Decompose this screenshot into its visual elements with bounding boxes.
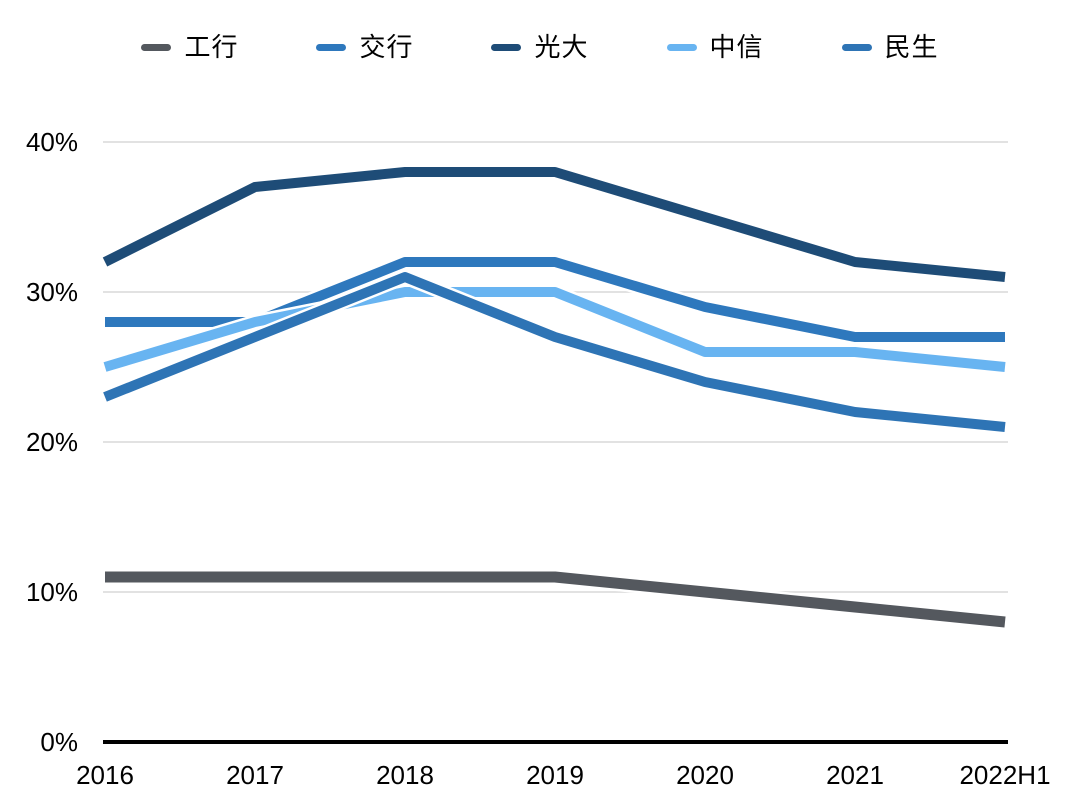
series-line-民生 <box>103 272 1006 432</box>
legend-swatch-icon <box>666 43 697 51</box>
legend-swatch-icon <box>491 43 522 51</box>
series-line-工行 <box>105 571 1006 628</box>
legend-swatch-icon <box>316 43 347 51</box>
series-line-中信 <box>103 287 1006 372</box>
y-tick-label-20: 20% <box>26 427 78 457</box>
legend-label: 民生 <box>884 32 939 62</box>
x-tick-label-2018: 2018 <box>376 760 434 790</box>
series-line-casing-工行 <box>105 569 1006 630</box>
x-tick-label-2019: 2019 <box>526 760 584 790</box>
legend-label: 交行 <box>359 32 414 62</box>
legend-item-民生: 民生 <box>841 32 939 62</box>
legend-item-光大: 光大 <box>491 34 588 60</box>
legend-item-交行: 交行 <box>316 34 413 60</box>
x-tick-label-2016: 2016 <box>76 760 134 790</box>
x-tick-label-2017: 2017 <box>226 760 284 790</box>
y-tick-label-10: 10% <box>26 577 78 607</box>
legend-label: 工行 <box>184 32 239 62</box>
legend-swatch-icon <box>841 43 872 51</box>
legend-label: 光大 <box>534 32 589 62</box>
y-tick-label-0: 0% <box>40 727 78 757</box>
legend-item-工行: 工行 <box>141 34 238 60</box>
x-tick-label-2021: 2021 <box>826 760 884 790</box>
x-tick-label-2020: 2020 <box>676 760 734 790</box>
chart-legend: 工行 交行 光大 中信 民生 <box>0 34 1080 60</box>
legend-label: 中信 <box>709 32 764 62</box>
y-tick-label-30: 30% <box>26 277 78 307</box>
series-line-光大 <box>102 167 1006 282</box>
legend-item-中信: 中信 <box>666 32 764 62</box>
x-tick-label-2022H1: 2022H1 <box>959 760 1050 790</box>
y-tick-label-40: 40% <box>26 127 78 157</box>
legend-swatch-icon <box>141 43 172 51</box>
